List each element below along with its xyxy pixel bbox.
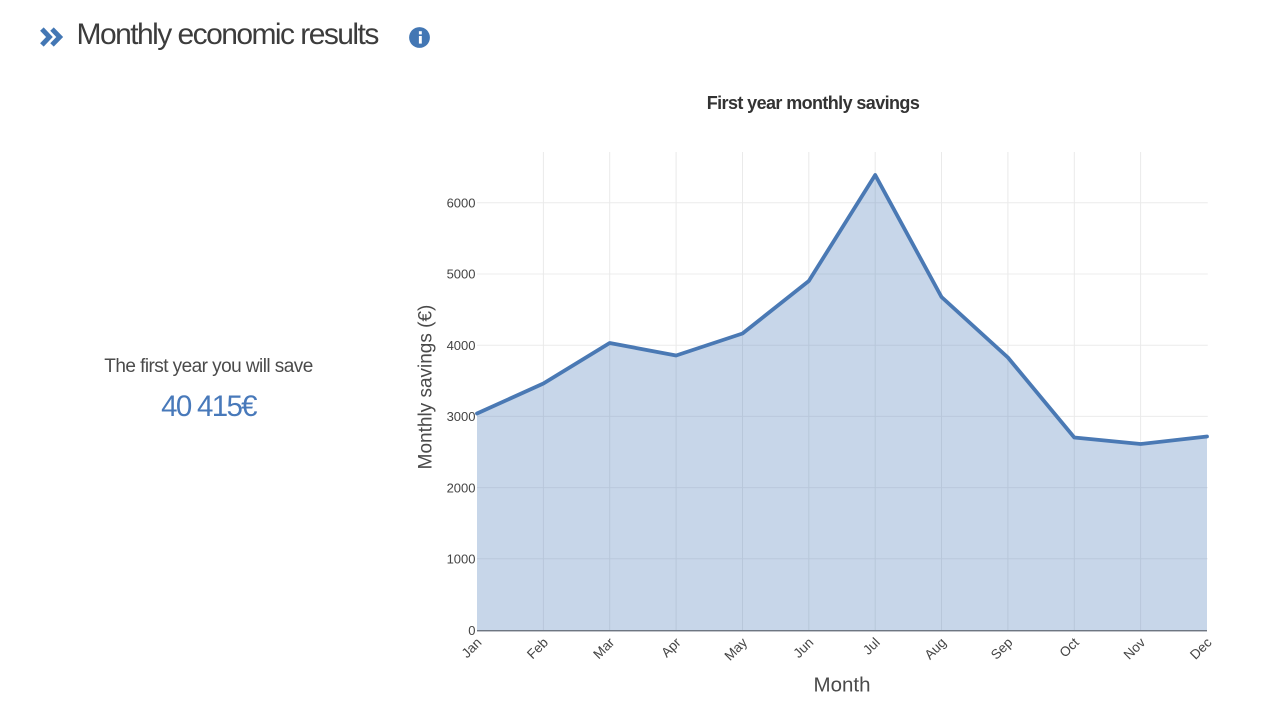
svg-text:Jul: Jul bbox=[860, 635, 883, 658]
svg-text:4000: 4000 bbox=[447, 338, 476, 353]
svg-text:Feb: Feb bbox=[524, 635, 551, 662]
svg-text:2000: 2000 bbox=[447, 480, 476, 495]
svg-text:Monthly savings (€): Monthly savings (€) bbox=[416, 305, 437, 470]
svg-text:Jun: Jun bbox=[790, 635, 816, 661]
svg-text:Aug: Aug bbox=[922, 635, 950, 663]
svg-text:Month: Month bbox=[814, 674, 871, 697]
svg-text:Nov: Nov bbox=[1121, 635, 1149, 663]
svg-text:0: 0 bbox=[468, 623, 475, 638]
svg-text:First year monthly savings: First year monthly savings bbox=[707, 93, 920, 113]
svg-text:Oct: Oct bbox=[1056, 635, 1082, 661]
svg-text:Jan: Jan bbox=[459, 635, 485, 661]
svg-text:3000: 3000 bbox=[447, 409, 476, 424]
svg-text:Sep: Sep bbox=[988, 635, 1016, 663]
svg-text:5000: 5000 bbox=[447, 267, 476, 282]
svg-text:Dec: Dec bbox=[1187, 635, 1215, 663]
svg-text:1000: 1000 bbox=[447, 552, 476, 567]
svg-text:Mar: Mar bbox=[590, 634, 617, 661]
svg-text:May: May bbox=[721, 635, 750, 664]
svg-text:6000: 6000 bbox=[447, 196, 476, 211]
svg-text:Apr: Apr bbox=[658, 634, 684, 660]
